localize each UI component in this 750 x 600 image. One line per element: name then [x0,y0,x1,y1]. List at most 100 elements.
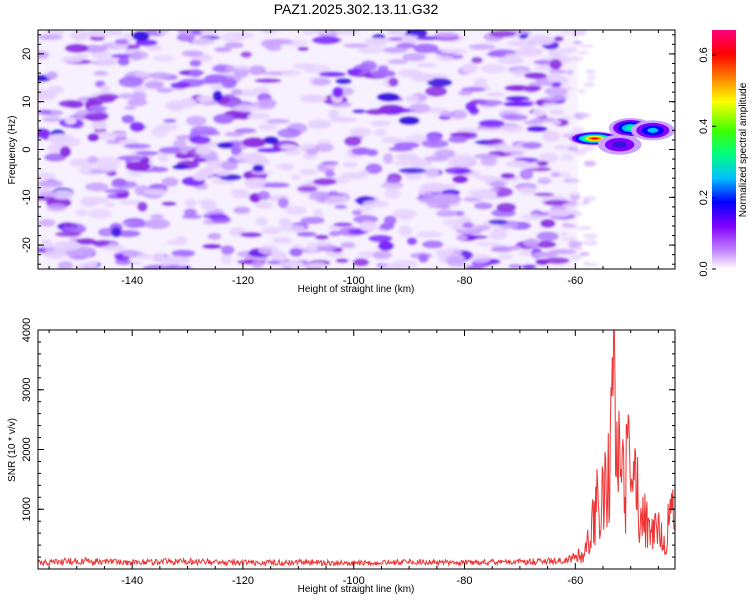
colorbar-tick-label: 0.0 [698,261,710,276]
noise-blob [506,101,533,107]
noise-blob [255,217,268,227]
noise-blob [541,96,564,102]
noise-blob [478,119,505,128]
noise-blob [374,128,388,137]
noise-blob [409,157,433,168]
noise-blob [153,55,174,62]
noise-blob [270,251,288,262]
noise-blob [423,167,440,179]
noise-blob [564,86,574,91]
noise-blob [210,84,224,90]
noise-blob [372,250,392,260]
noise-blob [340,241,356,249]
noise-blob [296,231,317,237]
noise-blob [496,202,517,212]
noise-blob [321,161,339,165]
noise-blob [523,238,540,247]
signal-feature-layer [612,141,627,148]
noise-blob [289,248,303,257]
noise-blob [59,146,71,158]
noise-blob [261,30,279,34]
x-tick-label: -120 [232,275,254,287]
noise-blob [97,164,119,171]
noise-blob [542,130,561,142]
noise-blob [45,71,58,80]
spectrogram-ylabel: Frequency (Hz) [7,116,18,185]
noise-blob [444,166,472,175]
noise-blob [148,72,172,80]
noise-blob [224,42,244,49]
noise-blob [100,84,111,94]
noise-blob [580,145,596,151]
noise-blob [318,71,346,78]
noise-blob [277,197,289,209]
noise-blob [38,191,59,198]
noise-blob [447,158,470,167]
noise-blob [499,124,524,133]
noise-blob [474,202,493,210]
noise-blob [349,127,372,137]
noise-blob [135,39,158,47]
noise-blob [240,232,262,238]
noise-blob [574,202,588,206]
noise-blob [579,112,592,118]
noise-blob [87,208,112,219]
noise-blob [214,46,232,53]
noise-blob [125,161,151,172]
x-tick-label: -80 [457,575,473,587]
noise-blob [383,153,394,164]
noise-blob [585,263,599,267]
noise-blob [365,163,383,174]
noise-blob [85,182,109,192]
noise-blob [192,158,207,163]
noise-blob [240,51,252,58]
noise-blob [435,193,462,205]
noise-blob [317,30,332,34]
noise-blob [129,52,143,61]
noise-blob [137,201,148,212]
noise-blob [186,115,207,127]
snr-series [38,330,675,568]
noise-blob [63,222,73,228]
noise-blob [560,231,568,237]
colorbar-ticks: 0.0 0.2 0.4 0.6 [698,47,716,277]
noise-blob [526,125,548,133]
noise-blob [458,90,473,96]
y-tick-label: 0 [21,146,33,152]
noise-blob [569,195,581,201]
noise-blob [497,56,525,65]
noise-blob [117,57,130,66]
noise-blob [88,105,108,112]
noise-blob [436,209,458,218]
noise-blob [567,146,579,152]
noise-blob [508,264,522,269]
noise-blob [540,218,556,228]
noise-blob [118,76,144,88]
colorbar-tick-label: 0.2 [698,190,710,205]
noise-blob [410,73,435,82]
noise-blob [578,89,587,94]
noise-blob [436,248,448,258]
noise-blob [280,144,299,151]
noise-blob [376,92,400,102]
noise-blob [192,172,209,181]
noise-blob [365,37,391,44]
noise-blob [461,235,489,240]
noise-blob [54,231,82,238]
noise-blob [125,222,150,228]
noise-blob [542,102,559,107]
noise-blob [550,119,562,126]
noise-blob [465,265,485,269]
noise-blob [398,116,420,125]
noise-blob [220,160,238,171]
noise-blob [202,243,222,249]
noise-blob [43,248,68,260]
noise-blob [156,87,173,93]
noise-blob [379,222,395,230]
noise-blob [60,55,83,64]
x-tick-label: -60 [567,275,583,287]
noise-blob [576,245,583,251]
noise-blob [297,46,310,51]
noise-blob [115,230,141,238]
noise-blob [388,146,413,152]
